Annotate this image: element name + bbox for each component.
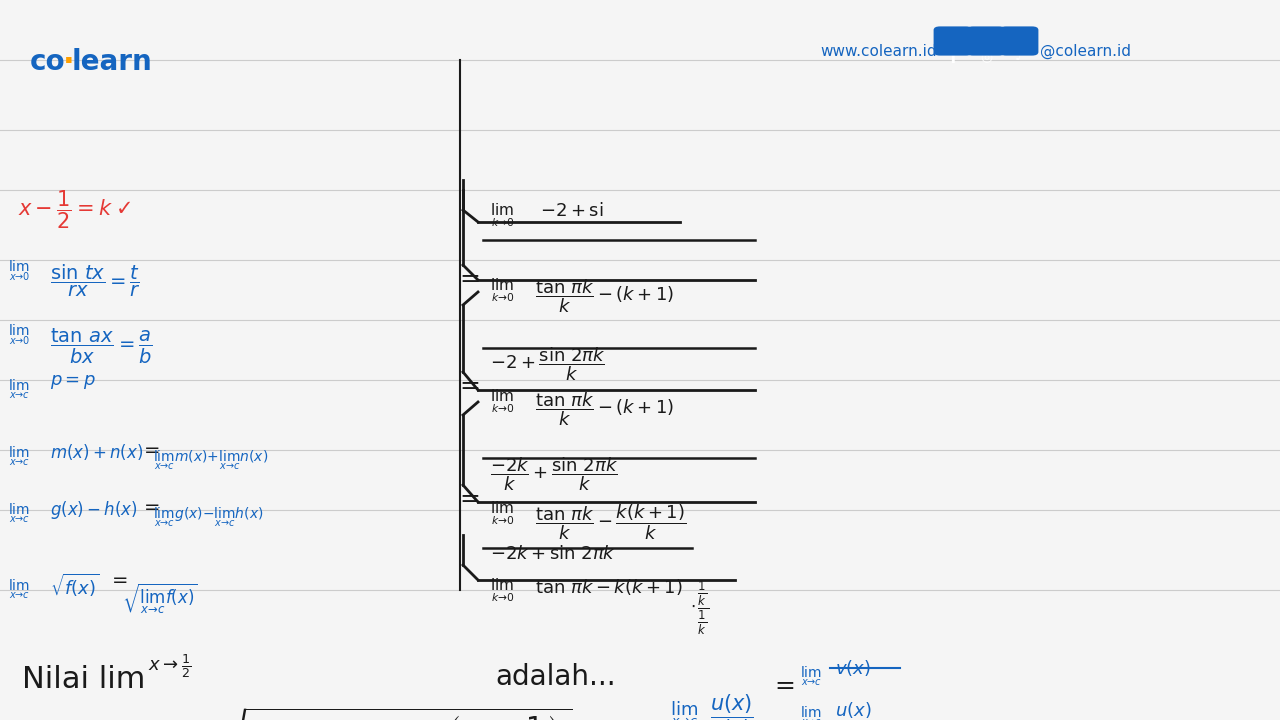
- Text: $\dfrac{\tan\,\pi k}{k} - (k+1)$: $\dfrac{\tan\,\pi k}{k} - (k+1)$: [535, 390, 675, 428]
- Text: $\lim_{x \to c}$: $\lim_{x \to c}$: [8, 445, 31, 468]
- Text: $x \rightarrow \frac{1}{2}$: $x \rightarrow \frac{1}{2}$: [148, 652, 191, 680]
- Text: www.colearn.id: www.colearn.id: [820, 44, 937, 59]
- Text: $\sqrt{\dfrac{\tan\!\left(\pi x-\dfrac{\pi}{2}\right)-\left(x^{2}-\dfrac{1}{4}\r: $\sqrt{\dfrac{\tan\!\left(\pi x-\dfrac{\…: [205, 705, 573, 720]
- Text: f: f: [950, 49, 956, 67]
- Text: $x - \dfrac{1}{2} = k \;\checkmark$: $x - \dfrac{1}{2} = k \;\checkmark$: [18, 188, 132, 230]
- Text: $=$: $=$: [771, 672, 795, 696]
- Text: $p = p$: $p = p$: [50, 373, 96, 391]
- Text: $-2k + \sin\, 2\pi k$: $-2k + \sin\, 2\pi k$: [490, 545, 616, 563]
- Text: $\lim_{x \to c}$: $\lim_{x \to c}$: [8, 502, 31, 525]
- Text: $\cdot\, \dfrac{\frac{1}{k}}{\frac{1}{k}}$: $\cdot\, \dfrac{\frac{1}{k}}{\frac{1}{k}…: [690, 580, 709, 637]
- Text: $\sqrt{f(x)}$: $\sqrt{f(x)}$: [50, 572, 100, 599]
- Text: ·: ·: [63, 48, 74, 77]
- Text: $\dfrac{\sin\, tx}{rx} = \dfrac{t}{r}$: $\dfrac{\sin\, tx}{rx} = \dfrac{t}{r}$: [50, 263, 141, 299]
- Text: $\tan\,\pi k - k(k+1)$: $\tan\,\pi k - k(k+1)$: [535, 577, 682, 597]
- Text: $\lim_{k \to 0}$: $\lim_{k \to 0}$: [490, 500, 515, 527]
- Text: $=$: $=$: [140, 439, 160, 458]
- Text: $\lim_{k \to 0}$: $\lim_{k \to 0}$: [490, 388, 515, 415]
- Text: $u(x)$: $u(x)$: [835, 700, 872, 720]
- Text: @colearn.id: @colearn.id: [1039, 44, 1132, 59]
- Text: $g(x) - h(x)$: $g(x) - h(x)$: [50, 499, 138, 521]
- Text: $\lim_{x \to c} m(x) + \lim_{x \to c} n(x)$: $\lim_{x \to c} m(x) + \lim_{x \to c} n(…: [154, 449, 269, 472]
- Text: co: co: [29, 48, 65, 76]
- Text: $\lim_{x \to c} g(x) - \lim_{x \to c} h(x)$: $\lim_{x \to c} g(x) - \lim_{x \to c} h(…: [154, 506, 264, 529]
- Text: $\dfrac{\tan\,\pi k}{k} - \dfrac{k(k+1)}{k}$: $\dfrac{\tan\,\pi k}{k} - \dfrac{k(k+1)}…: [535, 502, 686, 541]
- Text: $\lim_{x \to c}$: $\lim_{x \to c}$: [800, 705, 822, 720]
- Text: $\lim_{x \to c}$: $\lim_{x \to c}$: [669, 700, 698, 720]
- Text: $\lim_{x \to 0}$: $\lim_{x \to 0}$: [8, 322, 31, 346]
- Text: $v(x)$: $v(x)$: [835, 658, 870, 678]
- Text: $\lim_{x \to c}$: $\lim_{x \to c}$: [8, 578, 31, 601]
- Text: $\lim_{x \to c}$: $\lim_{x \to c}$: [8, 378, 31, 401]
- Text: $\lim_{x \to c}$: $\lim_{x \to c}$: [800, 665, 822, 688]
- Text: ◎: ◎: [980, 49, 992, 63]
- Text: $-2 + \dfrac{\sin\, 2\pi k}{k}$: $-2 + \dfrac{\sin\, 2\pi k}{k}$: [490, 345, 605, 382]
- Text: $=$: $=$: [108, 569, 128, 588]
- Text: $=$: $=$: [454, 485, 480, 509]
- Text: ♪: ♪: [1015, 49, 1024, 63]
- Text: $\lim_{k \to 0}$: $\lim_{k \to 0}$: [490, 202, 515, 229]
- Text: adalah...: adalah...: [495, 663, 616, 691]
- Text: $\sqrt{\lim_{x \to c} f(x)}$: $\sqrt{\lim_{x \to c} f(x)}$: [122, 582, 198, 616]
- Text: learn: learn: [72, 48, 152, 76]
- Text: $-2 + \mathrm{si}$: $-2 + \mathrm{si}$: [540, 202, 603, 220]
- Text: $\dfrac{u(x)}{v(x)}$: $\dfrac{u(x)}{v(x)}$: [710, 692, 754, 720]
- Text: $=$: $=$: [454, 265, 480, 289]
- Text: $=$: $=$: [140, 496, 160, 515]
- Text: $\dfrac{-2k}{k} + \dfrac{\sin\, 2\pi k}{k}$: $\dfrac{-2k}{k} + \dfrac{\sin\, 2\pi k}{…: [490, 455, 618, 492]
- Text: $m(x)+n(x)$: $m(x)+n(x)$: [50, 442, 143, 462]
- Text: Nilai lim: Nilai lim: [22, 665, 146, 694]
- Text: $\dfrac{\tan\, ax}{bx} = \dfrac{a}{b}$: $\dfrac{\tan\, ax}{bx} = \dfrac{a}{b}$: [50, 327, 152, 366]
- Text: $=$: $=$: [454, 372, 480, 396]
- Text: $\lim_{x \to 0}$: $\lim_{x \to 0}$: [8, 258, 31, 283]
- Text: $\lim_{k \to 0}$: $\lim_{k \to 0}$: [490, 577, 515, 604]
- Text: $\lim_{k \to 0}$: $\lim_{k \to 0}$: [490, 277, 515, 305]
- Text: $\dfrac{\tan\,\pi k}{k} - (k+1)$: $\dfrac{\tan\,\pi k}{k} - (k+1)$: [535, 277, 675, 315]
